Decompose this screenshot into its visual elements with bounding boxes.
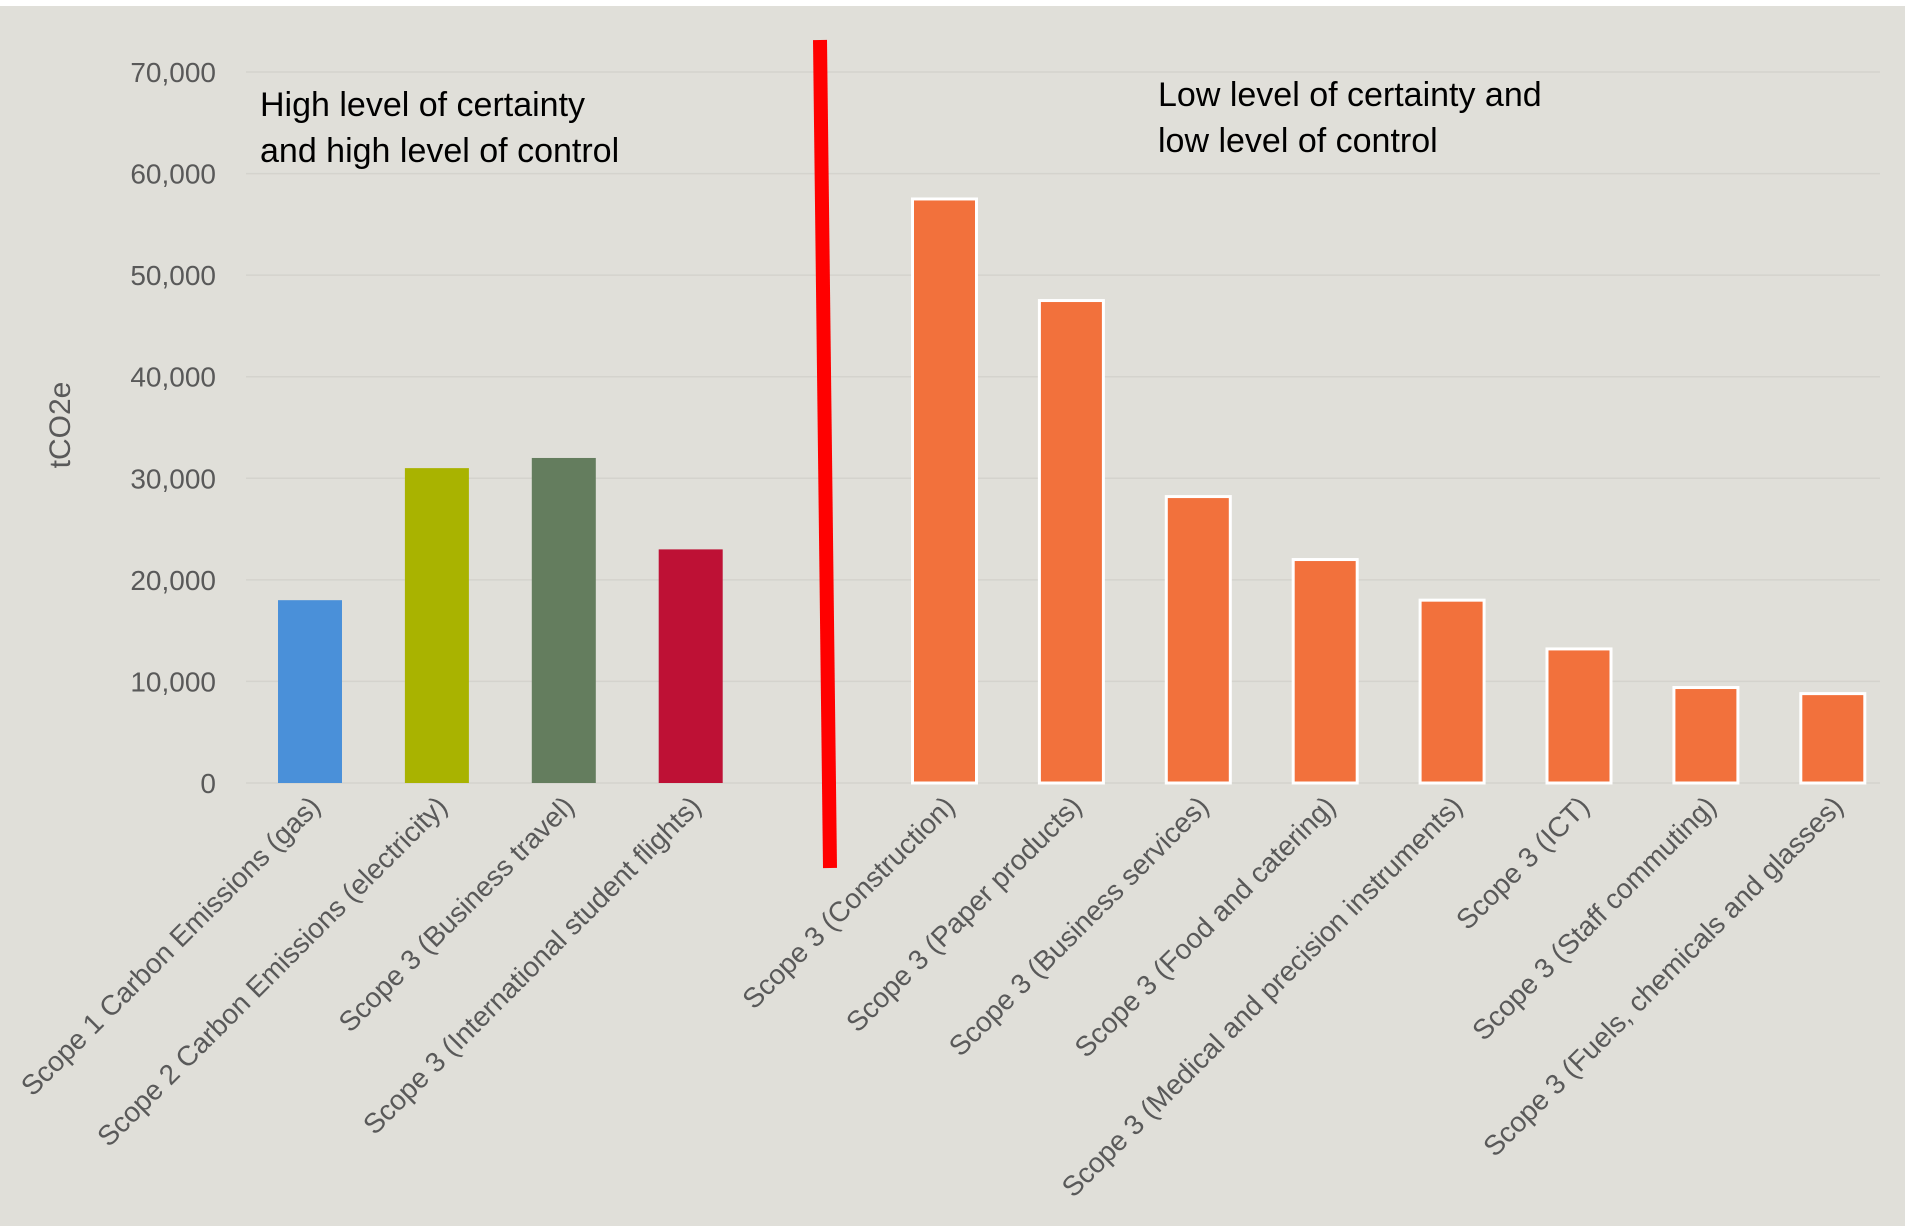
bar <box>1545 647 1613 785</box>
annotation-text: High level of certainty <box>260 86 585 124</box>
bar <box>1672 686 1740 785</box>
y-axis-title: tCO2e <box>44 382 77 469</box>
bar <box>404 468 469 783</box>
bar <box>1291 558 1359 785</box>
annotation-text: Low level of certainty and <box>1158 76 1542 114</box>
bar <box>1037 299 1105 785</box>
y-tick-label: 30,000 <box>130 463 216 494</box>
bar <box>1418 598 1486 785</box>
y-tick-label: 50,000 <box>130 260 216 291</box>
y-tick-label: 10,000 <box>130 666 216 697</box>
bars <box>278 197 1867 785</box>
y-tick-label: 70,000 <box>130 57 216 88</box>
annotations: High level of certainty and high level of… <box>260 76 1542 170</box>
y-tick-label: 20,000 <box>130 565 216 596</box>
bar <box>658 549 723 783</box>
y-tick-label: 0 <box>200 768 216 799</box>
y-tick-label: 60,000 <box>130 159 216 190</box>
annotation-text: low level of control <box>1158 122 1438 160</box>
y-axis-ticks: 0 10,000 20,000 30,000 40,000 50,000 60,000 70,… <box>130 57 216 799</box>
divider-line <box>813 39 837 869</box>
bar <box>1799 692 1867 785</box>
bar <box>278 600 342 783</box>
annotation-text: and high level of control <box>260 132 619 170</box>
bar <box>1164 495 1232 785</box>
bar <box>531 457 596 783</box>
bar <box>911 197 978 785</box>
y-tick-label: 40,000 <box>130 362 216 393</box>
